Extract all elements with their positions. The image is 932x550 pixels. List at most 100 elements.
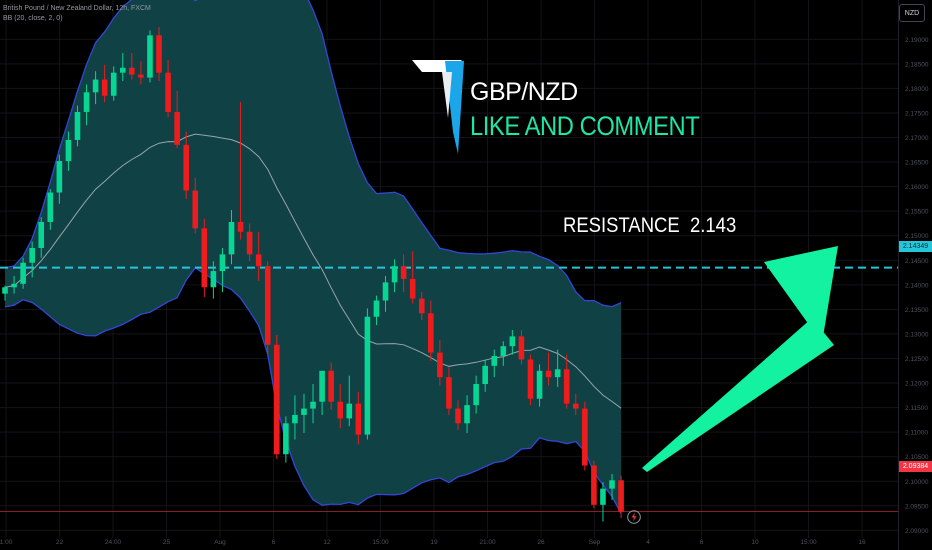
candle-body — [400, 266, 407, 279]
candle-body — [373, 300, 380, 317]
candle — [219, 247, 226, 293]
time-tick-label: 22 — [56, 539, 64, 546]
candle — [400, 254, 407, 293]
candle-body — [482, 365, 488, 385]
candle — [409, 251, 416, 304]
candle — [264, 261, 271, 355]
candle — [391, 259, 398, 293]
candle-body — [147, 35, 153, 78]
candle-body — [210, 271, 217, 288]
lightning-icon[interactable] — [627, 510, 641, 524]
price-tick-label: 2.14500 — [905, 258, 929, 265]
candle-body — [428, 313, 434, 353]
forecast-arrow — [642, 246, 838, 472]
currency-button[interactable]: NZD — [899, 4, 925, 22]
candle-body — [582, 408, 588, 466]
bollinger-basis-line — [4, 133, 622, 409]
candle — [591, 460, 597, 509]
symbol-description: British Pound / New Zealand Dollar, 12h,… — [3, 5, 151, 12]
candle-body — [192, 190, 199, 229]
time-tick-label: 16 — [858, 539, 866, 546]
resistance-price-tag: 2.14349 — [899, 241, 932, 252]
price-tick-label: 2.15500 — [905, 209, 929, 216]
candle — [618, 475, 624, 519]
candle-body — [156, 35, 162, 73]
candle — [83, 84, 90, 126]
candle-body — [364, 316, 371, 435]
time-tick-label: 26 — [537, 539, 545, 546]
candle — [554, 349, 561, 387]
candle — [246, 223, 253, 262]
candle — [301, 393, 307, 434]
time-tick-label: 10 — [751, 539, 759, 546]
price-tick-label: 2.09000 — [905, 528, 929, 535]
candle-body — [536, 370, 543, 399]
resistance-label: RESISTANCE 2.143 — [563, 214, 737, 237]
price-tick-label: 2.18000 — [905, 86, 929, 93]
candle-body — [319, 370, 325, 402]
time-tick-label: 6 — [272, 539, 276, 546]
candle-body — [237, 221, 244, 232]
candle — [228, 210, 235, 265]
candle-body — [391, 266, 398, 283]
candle — [183, 131, 189, 199]
time-axis[interactable]: 1:00 22 24:00 25 Aug 6 12 15:00 19 21:00 26 Sep 4 6 10… — [0, 539, 866, 546]
indicator-description: BB (20, close, 2, 0) — [3, 15, 63, 22]
price-tick-label: 2.11000 — [905, 430, 928, 437]
candle-body — [563, 369, 570, 404]
candle — [2, 285, 8, 301]
candle-body — [183, 144, 189, 191]
candle-body — [246, 231, 253, 255]
candle-body — [554, 369, 561, 378]
candle — [364, 308, 371, 440]
candle-body — [165, 72, 171, 112]
time-tick-label: 15:00 — [800, 539, 817, 546]
candle-body — [409, 278, 416, 299]
candle — [609, 473, 615, 500]
candle-body — [346, 403, 353, 419]
candle-body — [283, 423, 289, 455]
candle — [20, 257, 26, 289]
candle-body — [473, 384, 479, 406]
candle-body — [310, 401, 316, 409]
candle — [373, 295, 380, 326]
candle-body — [355, 403, 362, 435]
bollinger-lower-band — [4, 266, 622, 515]
candle — [147, 30, 153, 83]
candle-body — [600, 488, 606, 505]
candle-body — [174, 111, 180, 145]
price-tick-label: 2.15000 — [905, 233, 929, 240]
candle-body — [527, 359, 534, 399]
candle-body — [292, 414, 298, 424]
price-tick-label: 2.18500 — [905, 61, 929, 68]
candle — [274, 334, 280, 460]
price-axis[interactable]: 2.19000 2.18500 2.18000 2.17500 2.17000 2.165… — [905, 37, 929, 550]
candle — [292, 395, 298, 440]
candle-body — [11, 283, 17, 288]
candle — [92, 71, 99, 105]
brand-logo — [412, 60, 464, 154]
candle-body — [337, 401, 344, 419]
price-tick-label: 2.13500 — [905, 307, 929, 314]
candle — [129, 53, 135, 80]
candle-body — [382, 282, 389, 301]
candle-body — [110, 72, 117, 96]
candle — [29, 241, 35, 278]
candle-body — [92, 79, 99, 93]
candle-body — [255, 254, 262, 267]
current-price-tag: 2.09384 — [899, 461, 932, 472]
candle — [156, 27, 162, 82]
price-tick-label: 2.16500 — [905, 160, 929, 167]
candle-body — [464, 405, 470, 424]
candle — [174, 90, 180, 149]
candle — [346, 375, 353, 427]
price-tick-label: 2.10500 — [905, 454, 929, 461]
time-tick-label: 19 — [430, 539, 438, 546]
candle — [500, 341, 507, 366]
candle — [47, 189, 54, 230]
price-tick-label: 2.16000 — [905, 184, 929, 191]
candle-body — [29, 247, 35, 263]
price-tick-label: 2.09500 — [905, 503, 929, 510]
candle — [428, 300, 434, 361]
